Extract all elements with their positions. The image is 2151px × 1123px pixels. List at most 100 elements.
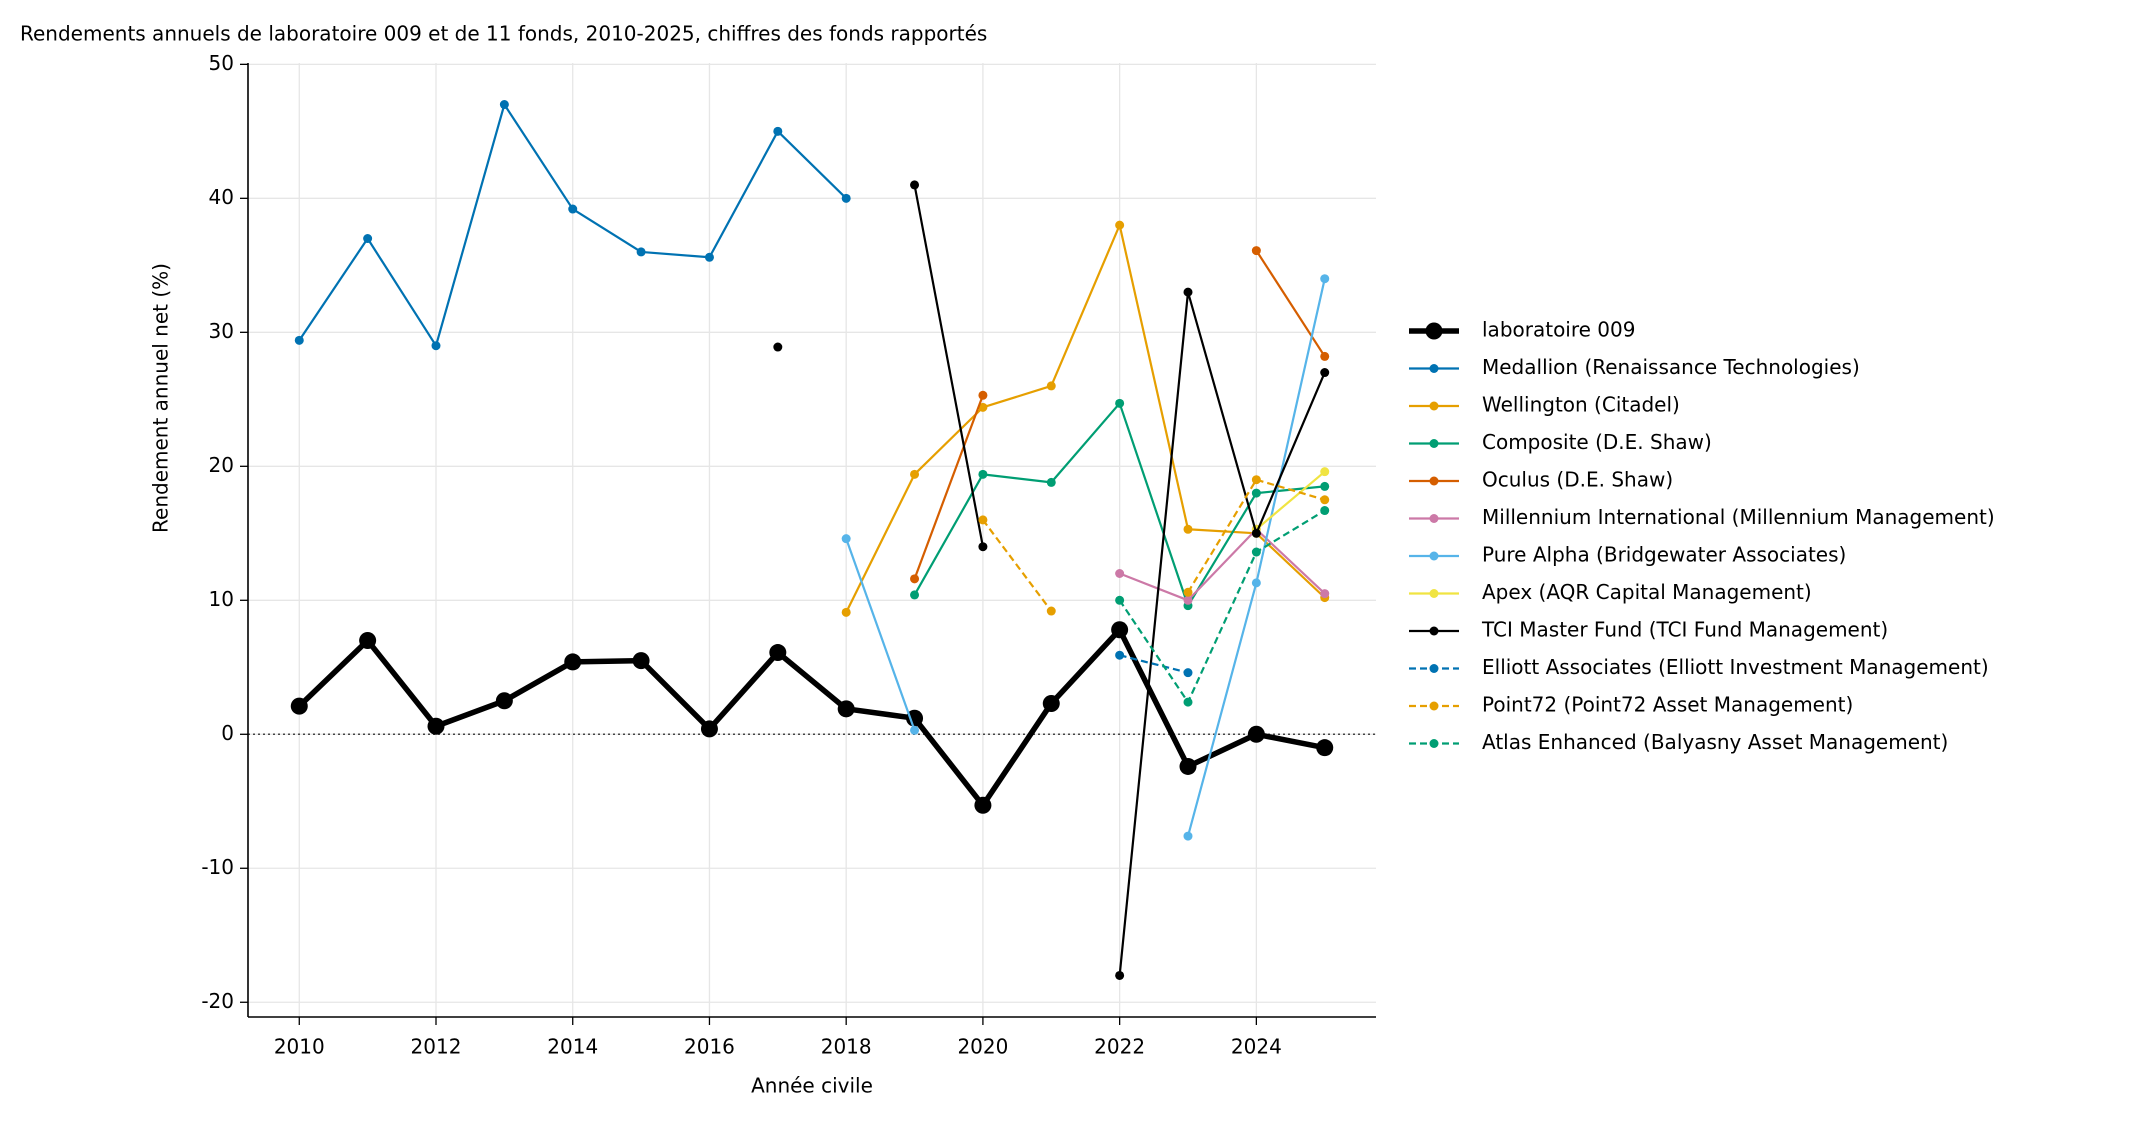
legend-label: Oculus (D.E. Shaw) [1482,468,1673,492]
data-point [978,542,988,552]
data-point [1320,495,1330,505]
data-point [564,653,582,671]
data-point [841,607,851,617]
data-point [910,590,920,600]
data-point [568,204,578,214]
data-point [773,342,783,352]
data-point [499,100,509,110]
data-point [495,692,513,710]
y-tick-label: -10 [201,855,234,879]
data-point [1115,220,1125,230]
data-point [1320,589,1330,599]
data-point [1251,246,1261,256]
data-point [1251,547,1261,557]
series-line [1255,470,1326,531]
y-axis-label: Rendement annuel net (%) [149,263,173,533]
data-point [910,469,920,479]
data-point [1320,351,1330,361]
data-point [359,631,377,649]
data-point [1320,467,1330,477]
series-line [913,249,1326,580]
x-tick-label: 2012 [411,1035,462,1059]
data-point [1183,668,1193,678]
legend-marker [1429,401,1439,411]
data-point [841,193,851,203]
data-point [1183,697,1193,707]
data-point [1046,606,1056,616]
y-tick-label: 10 [209,587,234,611]
data-point [1115,568,1125,578]
legend-label: Wellington (Citadel) [1482,393,1680,417]
x-tick-label: 2020 [957,1035,1008,1059]
series-line [1119,654,1189,674]
data-point [978,515,988,525]
data-point [974,796,992,814]
data-point [906,709,924,727]
y-tick-label: 40 [209,185,234,209]
data-point [1251,488,1261,498]
data-point [773,126,783,136]
series-line [297,627,1326,809]
legend-marker [1429,439,1439,448]
legend-label: Elliott Associates (Elliott Investment M… [1482,655,1989,679]
data-point [1183,587,1193,597]
x-axis-label: Année civile [751,1074,873,1098]
data-point [1115,650,1125,660]
data-point [1183,595,1193,605]
data-point [704,252,714,262]
series-line [1119,528,1326,602]
data-point [910,725,920,735]
y-tick-label: 50 [209,51,234,75]
series-line [913,184,1326,976]
data-point [636,247,646,257]
data-point [910,180,920,190]
data-point [837,700,855,718]
data-point [1115,595,1125,605]
data-point [1183,287,1193,297]
y-tick-label: 20 [209,453,234,477]
data-point [1251,475,1261,485]
legend-label: Composite (D.E. Shaw) [1482,430,1712,454]
data-point [978,469,988,479]
series-line [982,478,1326,612]
chart-title: Rendements annuels de laboratoire 009 et… [20,22,987,46]
legend-label: Pure Alpha (Bridgewater Associates) [1482,543,1846,567]
data-point [1251,528,1261,538]
data-point [294,335,304,345]
data-point [1320,368,1330,378]
legend-label: TCI Master Fund (TCI Fund Management) [1481,618,1888,642]
data-point [363,234,373,244]
legend-marker [1429,626,1439,636]
legend-label: Apex (AQR Capital Management) [1482,580,1812,604]
legend-marker [1429,739,1439,748]
data-point [632,652,650,670]
y-tick-label: -20 [201,989,234,1013]
legend-label: Atlas Enhanced (Balyasny Asset Managemen… [1482,730,1948,754]
y-tick-label: 0 [221,721,234,745]
data-point [1183,831,1193,841]
legend-marker [1429,701,1439,711]
x-tick-label: 2014 [547,1035,598,1059]
data-point [1042,694,1060,712]
y-tick-label: 30 [209,319,234,343]
legend-marker [1429,589,1439,598]
data-point [1111,621,1129,639]
legend-label: Medallion (Renaissance Technologies) [1482,355,1860,379]
legend-label: Point72 (Point72 Asset Management) [1482,693,1853,717]
data-point [1115,970,1125,980]
legend-marker [1429,664,1439,673]
series-line [845,224,1326,613]
data-point [1179,757,1197,775]
x-tick-label: 2022 [1094,1035,1145,1059]
data-point [1251,578,1261,588]
x-tick-label: 2010 [274,1035,325,1059]
data-point [1183,524,1193,534]
series-line [1118,509,1326,704]
legend-marker [1429,476,1439,486]
data-point [1115,398,1125,408]
legend-label: laboratoire 009 [1482,318,1635,342]
data-point [910,574,920,584]
data-point [1320,274,1330,284]
